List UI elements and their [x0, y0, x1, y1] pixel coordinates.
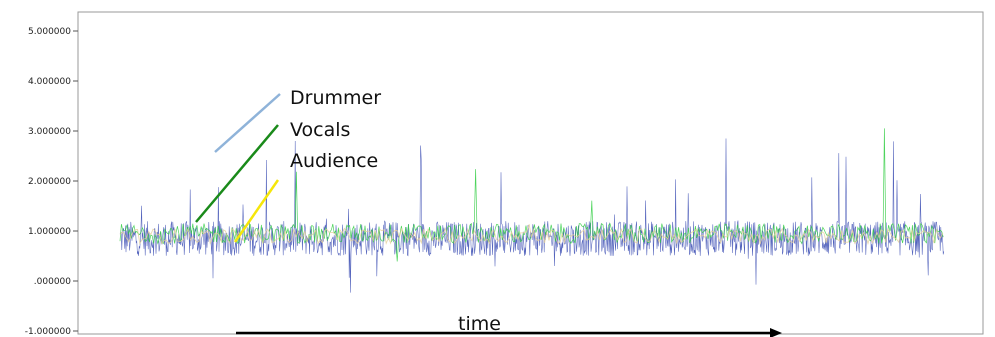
time-arrow-head [770, 328, 782, 337]
y-axis: 5.000000 4.000000 3.000000 2.000000 1.000000… [25, 27, 78, 337]
y-tick-label: .000000 [34, 277, 71, 287]
audience-pointer-line [233, 179, 280, 243]
drummer-pointer-line [214, 93, 281, 153]
y-tick-label: 2.000000 [28, 177, 71, 187]
y-tick-label: 4.000000 [28, 77, 71, 87]
drummer-label: Drummer [290, 87, 381, 109]
plot-frame [77, 11, 984, 335]
time-label: time [458, 313, 501, 335]
audience-label: Audience [290, 150, 378, 172]
y-tick-label: 1.000000 [28, 227, 71, 237]
series-line-audience [119, 224, 944, 246]
vocals-pointer-line [195, 124, 279, 223]
y-tick-label: 3.000000 [28, 127, 71, 137]
y-tick-label: 5.000000 [28, 27, 71, 37]
vocals-label: Vocals [290, 119, 350, 141]
y-tick-label: -1.000000 [25, 327, 71, 337]
signal-traces [119, 128, 945, 293]
